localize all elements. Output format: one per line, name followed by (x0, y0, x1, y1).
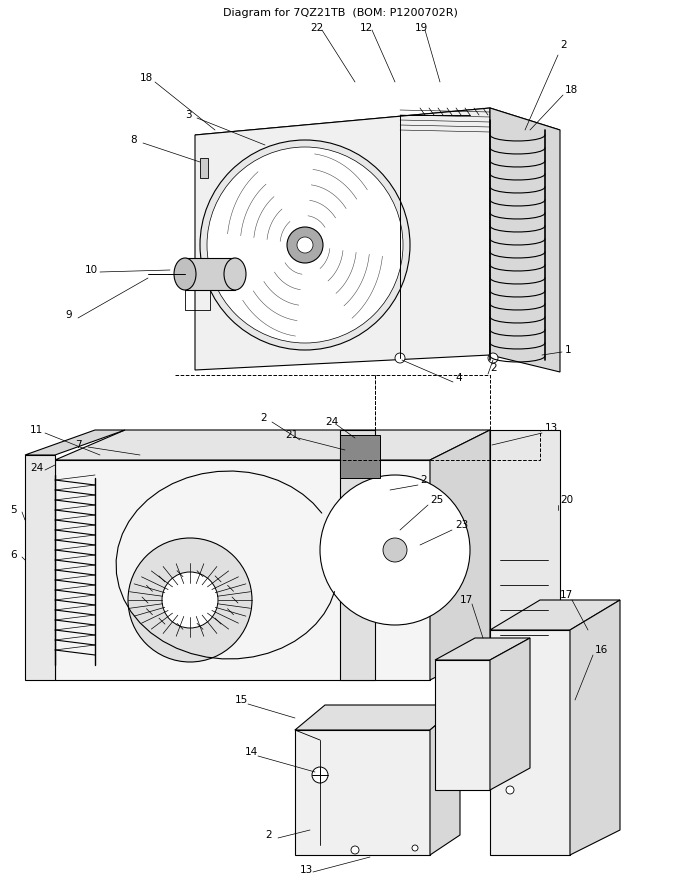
Polygon shape (435, 638, 530, 660)
Text: 19: 19 (415, 23, 428, 33)
Text: 2: 2 (420, 475, 426, 485)
Text: 17: 17 (460, 595, 473, 605)
Circle shape (395, 353, 405, 363)
Text: 11: 11 (30, 425, 44, 435)
Text: 1: 1 (565, 345, 572, 355)
Text: 16: 16 (595, 645, 608, 655)
Circle shape (351, 846, 359, 854)
Circle shape (200, 140, 410, 350)
Polygon shape (435, 660, 490, 790)
Polygon shape (185, 258, 235, 290)
Polygon shape (340, 435, 380, 478)
Polygon shape (25, 455, 55, 680)
Text: 22: 22 (310, 23, 323, 33)
Polygon shape (55, 430, 490, 460)
Polygon shape (490, 430, 560, 660)
Polygon shape (430, 430, 490, 680)
Polygon shape (295, 705, 460, 730)
Text: 2: 2 (265, 830, 271, 840)
Polygon shape (25, 430, 125, 455)
Text: 12: 12 (360, 23, 373, 33)
Text: 9: 9 (65, 310, 71, 320)
Text: 8: 8 (130, 135, 137, 145)
Circle shape (506, 786, 514, 794)
Circle shape (207, 147, 403, 343)
Circle shape (412, 845, 418, 851)
Text: 13: 13 (300, 865, 313, 875)
Text: 24: 24 (325, 417, 338, 427)
Circle shape (505, 715, 515, 725)
Polygon shape (490, 600, 620, 630)
Circle shape (320, 475, 470, 625)
Text: 18: 18 (565, 85, 578, 95)
Circle shape (383, 538, 407, 562)
Text: 24: 24 (30, 463, 44, 473)
Polygon shape (570, 600, 620, 855)
Text: 25: 25 (430, 495, 443, 505)
Circle shape (312, 767, 328, 783)
Circle shape (128, 538, 252, 662)
Polygon shape (195, 108, 560, 158)
Text: 21: 21 (285, 430, 299, 440)
Text: 7: 7 (75, 440, 82, 450)
Polygon shape (295, 730, 430, 855)
Polygon shape (340, 430, 375, 680)
Circle shape (162, 572, 218, 628)
Text: 17: 17 (560, 590, 573, 600)
Circle shape (297, 237, 313, 253)
Polygon shape (430, 705, 460, 855)
Polygon shape (200, 158, 208, 178)
Polygon shape (490, 630, 570, 855)
Text: 4: 4 (455, 373, 462, 383)
Polygon shape (55, 460, 430, 680)
Text: 18: 18 (140, 73, 153, 83)
Polygon shape (195, 108, 490, 370)
Text: 5: 5 (10, 505, 16, 515)
Text: 2: 2 (260, 413, 267, 423)
Polygon shape (490, 108, 560, 372)
Ellipse shape (224, 258, 246, 290)
Text: 6: 6 (10, 550, 16, 560)
Circle shape (488, 353, 498, 363)
Circle shape (287, 227, 323, 263)
Text: 10: 10 (85, 265, 98, 275)
Text: Diagram for 7QZ21TB  (BOM: P1200702R): Diagram for 7QZ21TB (BOM: P1200702R) (222, 8, 458, 18)
Ellipse shape (174, 258, 196, 290)
Polygon shape (490, 638, 530, 790)
Text: 23: 23 (455, 520, 469, 530)
Text: 2: 2 (560, 40, 566, 50)
Text: 14: 14 (245, 747, 258, 757)
Text: 2: 2 (490, 363, 496, 373)
Text: 3: 3 (185, 110, 192, 120)
Text: 13: 13 (545, 423, 558, 433)
Text: 15: 15 (235, 695, 248, 705)
Text: 20: 20 (560, 495, 573, 505)
